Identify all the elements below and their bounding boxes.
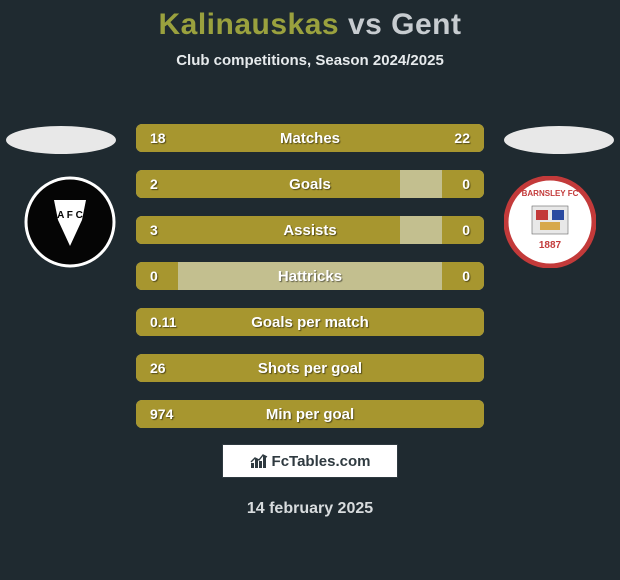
stat-row: 0Hattricks0 xyxy=(136,262,484,290)
stat-row: 974Min per goal xyxy=(136,400,484,428)
crest-left-svg: A F C xyxy=(24,176,116,268)
stat-label: Matches xyxy=(210,130,410,147)
svg-text:A F C: A F C xyxy=(57,210,83,221)
stat-value-right: 0 xyxy=(410,222,484,238)
club-crest-right: BARNSLEY FC 1887 xyxy=(504,176,596,268)
crest-shadow-left xyxy=(6,126,116,154)
title-player-left: Kalinauskas xyxy=(159,8,340,41)
stat-label: Goals per match xyxy=(210,314,410,331)
club-crest-left: A F C xyxy=(24,176,116,268)
stat-value-left: 0 xyxy=(136,268,210,284)
stat-label: Hattricks xyxy=(210,268,410,285)
title-vs: vs xyxy=(348,8,382,41)
stat-value-left: 2 xyxy=(136,176,210,192)
stat-label: Assists xyxy=(210,222,410,239)
date-text: 14 february 2025 xyxy=(247,500,373,518)
stat-value-left: 0.11 xyxy=(136,314,210,330)
stat-label: Goals xyxy=(210,176,410,193)
stat-row: 3Assists0 xyxy=(136,216,484,244)
stat-row: 2Goals0 xyxy=(136,170,484,198)
svg-text:BARNSLEY FC: BARNSLEY FC xyxy=(522,189,579,198)
stats-table: 18Matches222Goals03Assists00Hattricks00.… xyxy=(136,124,484,446)
chart-icon xyxy=(250,453,268,469)
stat-value-right: 0 xyxy=(410,176,484,192)
stat-row: 0.11Goals per match xyxy=(136,308,484,336)
subtitle: Club competitions, Season 2024/2025 xyxy=(0,52,620,69)
stat-value-right: 0 xyxy=(410,268,484,284)
stat-label: Shots per goal xyxy=(210,360,410,377)
stat-label: Min per goal xyxy=(210,406,410,423)
source-text: FcTables.com xyxy=(272,453,371,470)
stat-row: 26Shots per goal xyxy=(136,354,484,382)
stat-value-left: 974 xyxy=(136,406,210,422)
crest-right-svg: BARNSLEY FC 1887 xyxy=(504,176,596,268)
svg-text:1887: 1887 xyxy=(539,240,562,251)
stat-row: 18Matches22 xyxy=(136,124,484,152)
stat-value-left: 3 xyxy=(136,222,210,238)
stat-value-left: 18 xyxy=(136,130,210,146)
source-badge: FcTables.com xyxy=(222,444,398,478)
stat-value-right: 22 xyxy=(410,130,484,146)
title-player-right: Gent xyxy=(391,8,461,41)
stat-value-left: 26 xyxy=(136,360,210,376)
comparison-card: Kalinauskas vs Gent Club competitions, S… xyxy=(0,0,620,580)
page-title: Kalinauskas vs Gent xyxy=(0,8,620,42)
crest-shadow-right xyxy=(504,126,614,154)
